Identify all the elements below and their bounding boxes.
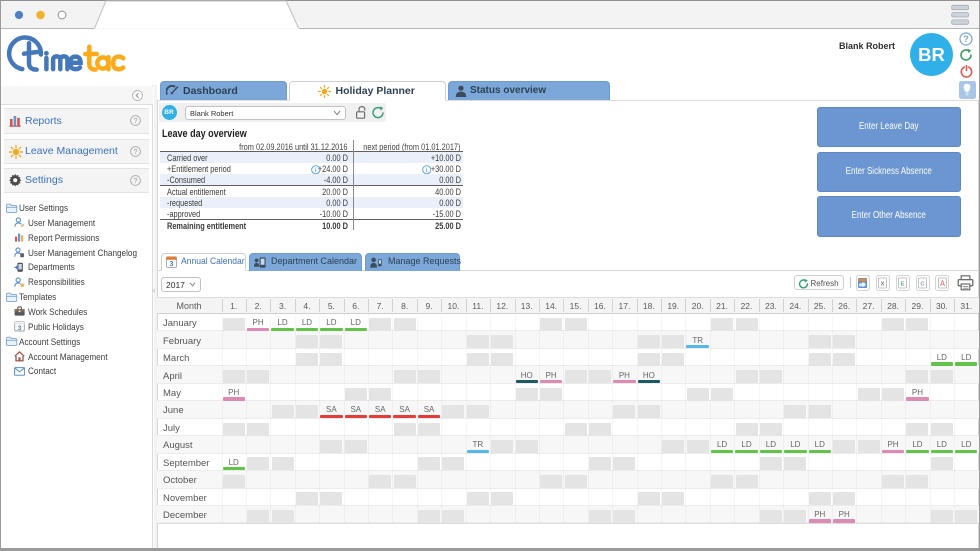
svg-text:E: E	[901, 281, 905, 287]
svg-text:X: X	[881, 281, 885, 287]
svg-text:C: C	[920, 281, 925, 287]
svg-text:?: ?	[133, 176, 137, 185]
svg-text:3: 3	[169, 261, 173, 268]
svg-text:i: i	[425, 167, 427, 174]
svg-text:3: 3	[17, 325, 21, 332]
svg-text:?: ?	[133, 117, 137, 126]
svg-text:?: ?	[133, 147, 137, 156]
svg-text:i: i	[314, 167, 316, 174]
svg-text:?: ?	[963, 34, 969, 44]
